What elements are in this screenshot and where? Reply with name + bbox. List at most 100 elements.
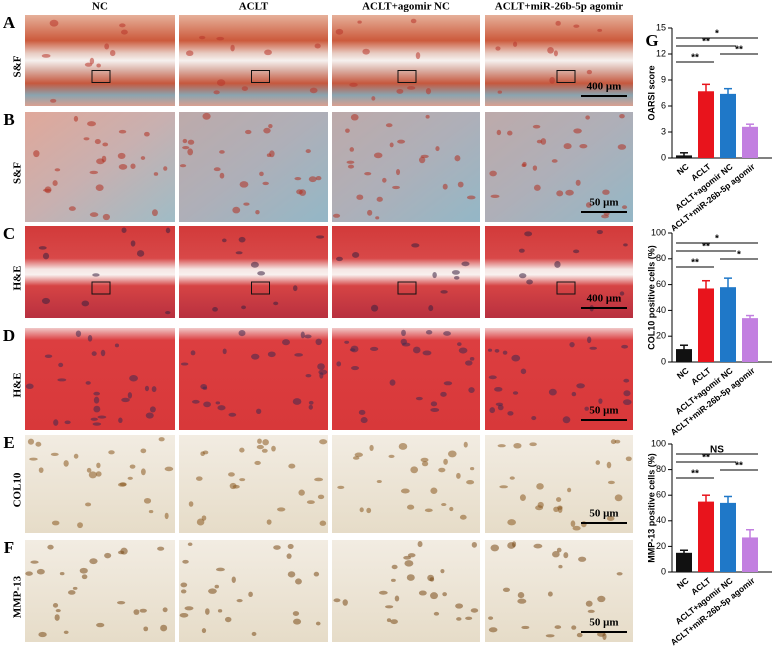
cell [143,626,149,632]
cell [298,489,305,496]
cell [407,553,416,558]
cell [72,586,78,590]
cell [145,412,154,419]
cell [248,591,253,598]
cell [497,90,503,94]
cell [565,189,574,196]
cell [184,606,194,611]
cell [362,48,370,55]
cell [251,353,260,360]
cell [317,494,325,500]
cell [308,404,313,410]
cell [410,18,417,24]
cell [67,590,76,595]
cell [545,634,555,638]
cell [277,507,286,512]
cell [547,46,554,54]
cell [557,505,563,510]
cell [187,148,194,156]
cell [264,49,272,56]
cell [457,181,464,188]
cell [57,378,67,382]
cell [606,461,612,469]
cell [369,444,374,451]
cell [239,181,249,188]
cell [119,482,127,487]
bar [676,155,692,158]
cell [222,348,227,355]
cell [584,406,589,411]
cell [217,405,226,411]
cell [41,297,50,305]
bar [676,349,692,362]
cell [562,416,571,424]
y-tick-label: 0 [661,152,666,162]
cell [228,412,237,417]
cell [585,600,593,607]
cell [513,41,518,47]
cell [96,622,105,628]
cell [158,437,165,442]
cell [73,115,79,122]
cell [95,471,102,477]
cell [569,342,575,348]
cell [316,235,325,239]
cell [417,541,423,548]
cell [58,362,64,368]
cell [466,195,476,200]
cell [489,407,496,414]
stain-label: H&E [12,265,24,290]
cell [430,592,438,600]
cell [619,291,625,296]
cell [556,547,562,553]
cell [187,542,193,547]
cell [388,454,395,459]
scale-bar-label: 400 μm [587,293,622,305]
cell [96,158,105,165]
cell [455,603,464,609]
significance-label: ** [691,469,699,480]
cell [370,346,379,352]
significance-label: ** [691,53,699,64]
cell [130,163,136,169]
zoom-box [91,70,111,83]
cell [164,466,174,472]
cell [257,438,262,444]
cell [570,520,576,527]
cell [364,171,372,176]
cell [165,227,171,234]
cell [129,374,138,382]
cell [507,130,513,136]
cell [84,62,93,67]
cell [104,552,112,559]
cell [357,20,362,24]
cell [288,463,296,469]
cell [89,170,99,175]
cell [358,409,366,415]
cell [360,417,368,424]
cell [87,121,96,127]
cell [140,156,146,160]
cell [35,441,42,447]
cell [412,346,421,354]
cell [418,590,427,596]
cell [36,568,45,575]
cell [63,460,69,467]
cell [257,271,266,276]
cell [602,189,610,195]
cell [179,164,187,168]
bar [720,93,736,158]
cell [616,572,623,576]
cell [287,543,294,549]
stain-tint [485,112,633,222]
cell [268,124,273,129]
cell [93,405,101,413]
cell [526,279,533,285]
cell [447,450,457,458]
zoom-box [251,70,270,83]
histology-image [179,112,328,222]
panel-letter: E [3,433,14,452]
y-tick-label: 15 [656,22,666,32]
cell [42,252,50,260]
histology-image [485,226,633,318]
